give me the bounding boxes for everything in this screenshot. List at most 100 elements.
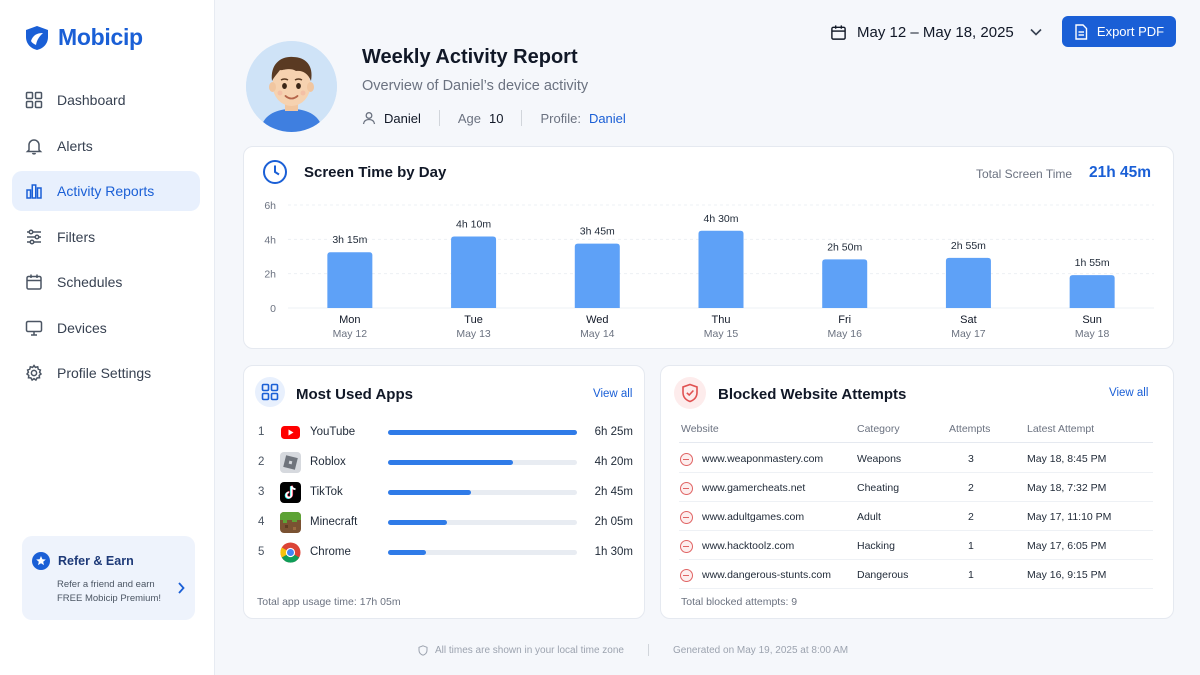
usage-bar xyxy=(388,519,577,525)
app-row[interactable]: 3 TikTok 2h 45m xyxy=(258,481,633,503)
app-time: 2h 45m xyxy=(594,486,633,498)
sidebar-item-label: Dashboard xyxy=(57,92,126,108)
mobicip-logo-icon xyxy=(26,25,48,50)
x-tick-date-label: May 12 xyxy=(333,328,368,340)
y-tick-label: 4h xyxy=(264,234,276,246)
x-tick-label: Sat xyxy=(960,314,977,326)
sidebar-item-alerts[interactable]: Alerts xyxy=(12,126,200,166)
sidebar-item-profile-settings[interactable]: Profile Settings xyxy=(12,353,200,393)
attempts-cell: 2 xyxy=(968,511,974,523)
apps-grid-icon xyxy=(261,383,279,401)
usage-bar xyxy=(388,549,577,555)
page-subtitle: Overview of Daniel’s device activity xyxy=(362,78,589,94)
logo[interactable]: Mobicip xyxy=(24,24,143,51)
app-rank: 5 xyxy=(258,546,265,558)
refer-and-earn-card[interactable]: Refer & Earn Refer a friend and earn FRE… xyxy=(22,536,195,620)
document-icon xyxy=(1075,23,1088,40)
apps-view-all-link[interactable]: View all xyxy=(593,388,633,400)
sidebar-item-dashboard[interactable]: Dashboard xyxy=(12,80,200,120)
date-range-picker[interactable]: May 12 – May 18, 2025 xyxy=(830,20,1042,44)
website-cell: www.gamercheats.net xyxy=(702,482,806,494)
child-meta: Daniel Age 10 Profile: Daniel xyxy=(362,110,626,126)
sidebar-item-filters[interactable]: Filters xyxy=(12,217,200,257)
column-header-latest-attempt: Latest Attempt xyxy=(1027,423,1095,435)
x-tick-label: Wed xyxy=(586,314,608,326)
bar-data-label: 4h 10m xyxy=(456,218,491,230)
category-cell: Cheating xyxy=(857,482,900,494)
sidebar-nav: Dashboard Alerts Activity Reports Filter… xyxy=(12,80,200,399)
attempts-cell: 1 xyxy=(968,569,974,581)
column-header-attempts: Attempts xyxy=(949,423,991,435)
app-row[interactable]: 4 Minecraft 2h 05m xyxy=(258,511,633,533)
table-row[interactable]: www.gamercheats.net Cheating 2 May 18, 7… xyxy=(679,473,1153,502)
bar-data-label: 3h 15m xyxy=(332,234,367,246)
app-row[interactable]: 5 Chrome 1h 30m xyxy=(258,541,633,563)
app-row[interactable]: 2 Roblox 4h 20m xyxy=(258,451,633,473)
blocked-icon xyxy=(680,540,693,553)
sidebar-item-devices[interactable]: Devices xyxy=(12,308,200,348)
user-icon xyxy=(362,112,376,125)
attempts-cell: 3 xyxy=(968,453,974,465)
usage-bar-fill xyxy=(388,459,513,465)
bar xyxy=(451,236,497,308)
y-tick-label: 6h xyxy=(264,200,276,212)
app-name: Chrome xyxy=(310,546,351,558)
age-value: 10 xyxy=(489,110,504,126)
blocked-icon xyxy=(680,482,693,495)
total-screen-time-label: Total Screen Time xyxy=(976,167,1073,181)
blocked-icon xyxy=(680,569,693,582)
calendar-icon xyxy=(831,24,846,40)
page-title: Weekly Activity Report xyxy=(362,46,578,68)
table-row[interactable]: www.dangerous-stunts.com Dangerous 1 May… xyxy=(679,560,1153,589)
sidebar-item-label: Devices xyxy=(57,319,107,336)
chrome-icon xyxy=(280,542,301,563)
youtube-icon xyxy=(280,421,301,443)
x-tick-date-label: May 18 xyxy=(1075,328,1110,340)
x-tick-date-label: May 13 xyxy=(456,328,491,340)
app-row[interactable]: 1 YouTube 6h 25m xyxy=(258,421,633,443)
sidebar-item-label: Profile Settings xyxy=(57,365,152,381)
table-row[interactable]: www.hacktoolz.com Hacking 1 May 17, 6:05… xyxy=(679,531,1153,560)
profile-link[interactable]: Daniel xyxy=(588,110,626,126)
child-avatar-icon xyxy=(246,41,337,132)
app-name: TikTok xyxy=(310,486,343,498)
latest-attempt-cell: May 17, 11:10 PM xyxy=(1027,511,1112,523)
x-tick-label: Sun xyxy=(1082,314,1102,326)
star-badge-icon xyxy=(32,552,50,570)
timezone-note: All times are shown in your local time z… xyxy=(435,644,624,656)
table-row[interactable]: www.weaponmastery.com Weapons 3 May 18, … xyxy=(679,444,1153,473)
y-tick-label: 0 xyxy=(270,303,276,315)
latest-attempt-cell: May 16, 9:15 PM xyxy=(1027,569,1107,581)
apps-icon-badge xyxy=(255,377,285,407)
bar xyxy=(327,252,373,308)
usage-bar-fill xyxy=(388,489,472,495)
x-tick-label: Thu xyxy=(712,314,731,326)
refer-title: Refer & Earn xyxy=(58,554,134,568)
calendar-icon xyxy=(26,274,42,290)
app-time: 4h 20m xyxy=(594,456,633,468)
usage-bar-fill xyxy=(388,519,447,525)
footer: All times are shown in your local time z… xyxy=(418,644,848,656)
app-time: 1h 30m xyxy=(594,546,633,558)
sidebar-item-schedules[interactable]: Schedules xyxy=(12,262,200,302)
app-rank: 3 xyxy=(258,486,265,498)
category-cell: Weapons xyxy=(857,453,902,465)
sidebar-item-activity-reports[interactable]: Activity Reports xyxy=(12,171,200,211)
profile-label: Profile: xyxy=(540,110,581,126)
blocked-view-all-link[interactable]: View all xyxy=(1109,387,1149,399)
bar xyxy=(822,259,868,308)
chevron-right-icon xyxy=(178,582,185,594)
table-row[interactable]: www.adultgames.com Adult 2 May 17, 11:10… xyxy=(679,502,1153,531)
export-pdf-button[interactable]: Export PDF xyxy=(1062,16,1176,47)
app-name: Roblox xyxy=(310,456,346,468)
x-tick-date-label: May 17 xyxy=(951,328,986,340)
category-cell: Hacking xyxy=(857,540,895,552)
usage-bar xyxy=(388,459,577,465)
x-tick-date-label: May 14 xyxy=(580,328,615,340)
divider xyxy=(679,442,1153,443)
usage-bar-fill xyxy=(388,429,577,435)
date-range-label: May 12 – May 18, 2025 xyxy=(857,23,1014,41)
latest-attempt-cell: May 18, 8:45 PM xyxy=(1027,453,1107,465)
bell-icon xyxy=(25,138,43,155)
shield-icon xyxy=(418,644,428,656)
